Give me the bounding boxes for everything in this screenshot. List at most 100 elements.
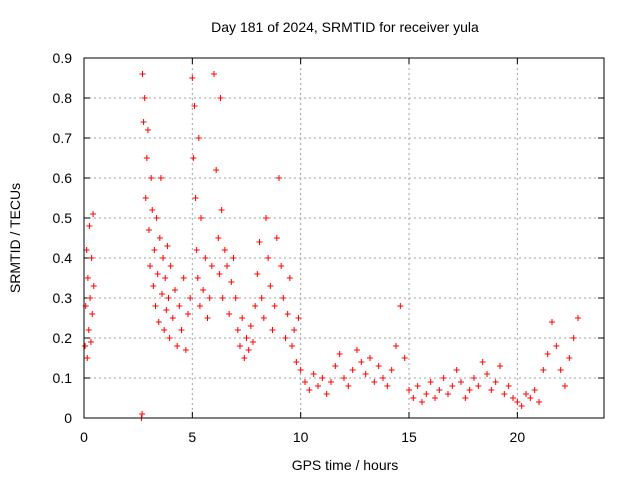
data-point [195, 135, 202, 141]
data-point [471, 375, 477, 381]
data-point [523, 391, 529, 397]
data-point [187, 295, 194, 301]
data-point [165, 295, 172, 301]
data-point [254, 271, 261, 277]
data-point [445, 391, 451, 397]
data-point [475, 383, 482, 389]
data-point [153, 215, 160, 221]
data-point [458, 379, 464, 385]
data-point [239, 315, 246, 321]
data-point [149, 207, 156, 213]
data-point [204, 315, 211, 321]
data-point [484, 371, 490, 377]
data-point [358, 359, 365, 365]
data-point [286, 275, 293, 281]
data-point [280, 295, 287, 301]
data-point [479, 359, 486, 365]
y-axis-label: SRMTID / TECUs [7, 183, 23, 293]
data-point [252, 303, 259, 309]
y-tick-label: 0.8 [53, 90, 73, 106]
data-point [228, 279, 235, 285]
x-tick-label: 5 [188, 429, 196, 445]
data-points [82, 71, 581, 421]
data-point [166, 335, 173, 341]
y-tick-label: 0.1 [53, 370, 73, 386]
y-tick-label: 0 [64, 410, 72, 426]
data-point [167, 263, 174, 269]
data-point [419, 399, 425, 405]
data-point [90, 211, 97, 217]
data-point [208, 263, 215, 269]
data-point [230, 255, 237, 261]
data-point [169, 315, 176, 321]
data-point [83, 247, 90, 253]
data-point [375, 363, 382, 369]
data-point [84, 275, 91, 281]
data-point [332, 363, 339, 369]
data-point [531, 387, 538, 393]
x-tick-label: 0 [80, 429, 88, 445]
y-tick-label: 0.3 [53, 290, 73, 306]
data-point [234, 327, 241, 333]
data-point [306, 387, 313, 393]
data-point [217, 95, 224, 101]
data-point [380, 375, 386, 381]
data-point [245, 347, 252, 353]
data-point [575, 315, 581, 321]
y-tick-label: 0.7 [53, 130, 73, 146]
data-point [388, 367, 395, 373]
data-point [141, 95, 148, 101]
data-point [549, 319, 555, 325]
data-point [341, 375, 347, 381]
data-point [384, 383, 391, 389]
data-point [349, 367, 356, 373]
y-tick-label: 0.4 [53, 250, 73, 266]
data-point [198, 215, 204, 221]
data-point [162, 275, 169, 281]
data-point [354, 347, 360, 353]
data-point [142, 195, 149, 201]
data-point [393, 343, 399, 349]
data-point [232, 295, 239, 301]
data-point [143, 155, 150, 161]
data-point [293, 359, 300, 365]
data-point [172, 287, 178, 293]
data-point [492, 379, 499, 385]
data-point [191, 103, 198, 109]
data-point [89, 311, 96, 317]
data-point [328, 379, 334, 385]
data-point [282, 335, 289, 341]
data-point [295, 315, 302, 321]
data-point [267, 283, 274, 289]
data-point [219, 295, 226, 301]
data-point [291, 327, 298, 333]
data-point [278, 263, 285, 269]
data-point [224, 263, 230, 269]
data-point [88, 255, 95, 261]
data-point [436, 387, 443, 393]
data-point [260, 315, 267, 321]
data-point [265, 255, 272, 261]
data-point [243, 335, 250, 341]
data-point [85, 327, 92, 333]
data-point [185, 311, 191, 317]
data-point [192, 195, 199, 201]
data-point [247, 323, 254, 329]
data-point [139, 71, 146, 77]
data-point [84, 355, 91, 361]
x-tick-label: 15 [401, 429, 417, 445]
data-point [273, 235, 280, 241]
data-point [302, 379, 308, 385]
data-point [497, 363, 503, 369]
data-point [87, 295, 94, 301]
data-point [200, 287, 207, 293]
data-point [414, 383, 421, 389]
data-point [297, 367, 304, 373]
data-point [86, 223, 93, 229]
data-point [190, 155, 197, 161]
data-point [90, 283, 97, 289]
data-point [544, 351, 551, 357]
data-point [462, 395, 469, 401]
